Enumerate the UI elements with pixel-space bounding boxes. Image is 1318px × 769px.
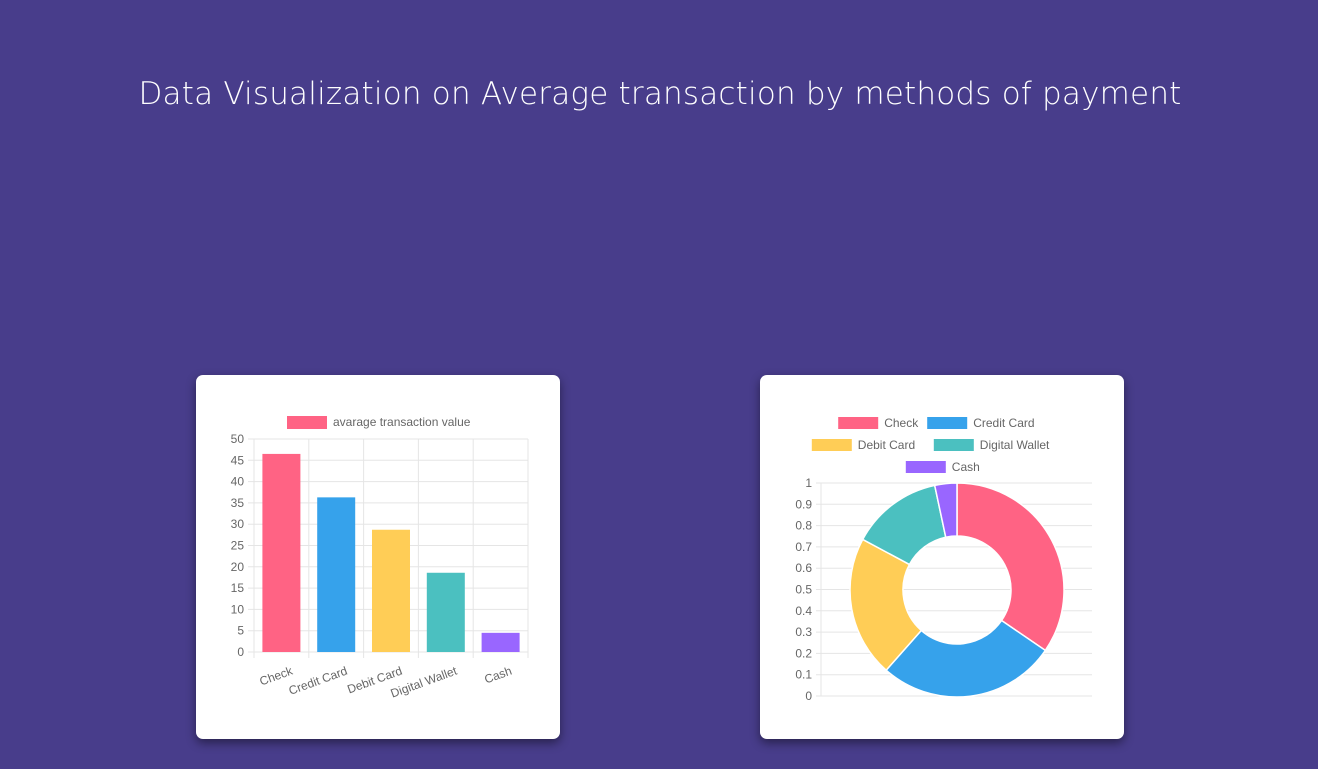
y-tick-label: 35 [231,496,245,510]
doughnut-slice[interactable] [885,619,1047,698]
y-tick-label: 0.6 [795,561,812,575]
page-title: Data Visualization on Average transactio… [138,76,1182,112]
bar[interactable] [426,572,465,652]
y-tick-label: 10 [231,602,245,616]
legend-label[interactable]: Debit Card [858,438,915,452]
y-tick-label: 45 [231,453,245,467]
y-tick-label: 40 [231,475,245,489]
legend-label[interactable]: avarage transaction value [333,415,471,429]
y-tick-label: 25 [231,539,245,553]
x-tick-label: Credit Card [287,664,349,698]
legend-swatch[interactable] [905,461,946,473]
doughnut-slice[interactable] [849,538,923,672]
y-tick-label: 0 [805,689,812,703]
y-tick-label: 0.7 [795,540,812,554]
y-tick-label: 5 [237,624,244,638]
doughnut-slice[interactable] [933,482,958,539]
legend-swatch[interactable] [811,439,852,451]
y-tick-label: 15 [231,581,245,595]
y-tick-label: 0.1 [795,668,812,682]
legend-swatch[interactable] [838,417,879,429]
y-tick-label: 50 [231,432,245,446]
bar[interactable] [372,529,410,652]
legend-label[interactable]: Credit Card [973,416,1034,430]
legend-swatch[interactable] [287,416,327,429]
legend-label[interactable]: Check [884,416,919,430]
y-tick-label: 1 [805,476,812,490]
doughnut-chart-card: Check Credit Card Debit Card Digital Wallet… [760,375,1124,739]
legend-label[interactable]: Digital Wallet [980,438,1050,452]
y-tick-label: 30 [231,517,245,531]
y-tick-label: 0 [237,645,244,659]
y-tick-label: 20 [231,560,245,574]
legend-label[interactable]: Cash [952,460,980,474]
y-tick-label: 0.2 [795,646,812,660]
bar[interactable] [262,453,301,652]
x-tick-label: Cash [483,664,514,687]
legend-swatch[interactable] [933,439,974,451]
y-tick-label: 0.5 [795,583,812,597]
bar[interactable] [481,632,520,652]
y-tick-label: 0.4 [795,604,812,618]
doughnut-slice[interactable] [956,482,1065,652]
bar-chart-card: avarage transaction value 50 45 40 35 30 25 20 1… [196,375,560,739]
bar[interactable] [317,497,356,652]
bar-chart: avarage transaction value504540353025201… [231,415,529,701]
y-tick-label: 0.8 [795,519,812,533]
legend-swatch[interactable] [927,417,968,429]
y-tick-label: 0.3 [795,625,812,639]
y-tick-label: 0.9 [795,497,812,511]
doughnut-chart: Check Credit Card Debit Card Digital Wallet… [795,416,1092,703]
